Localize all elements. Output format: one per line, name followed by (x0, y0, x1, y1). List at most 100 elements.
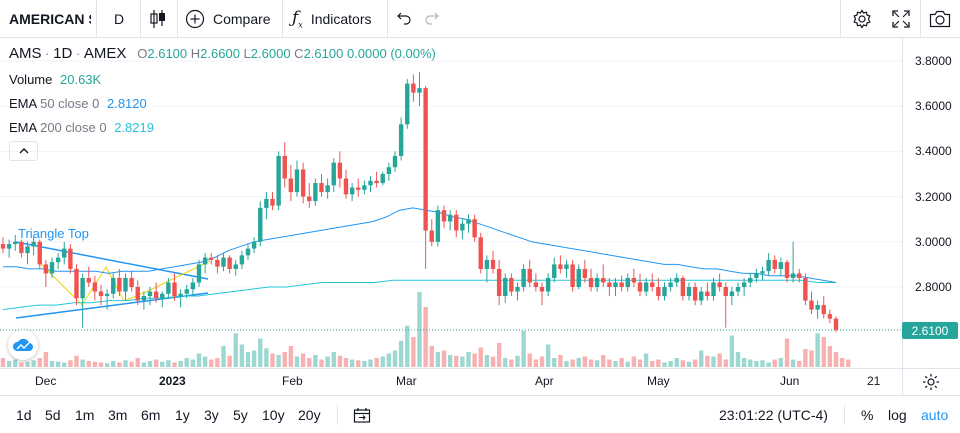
volume-bar (325, 356, 330, 367)
volume-bar (423, 307, 428, 367)
range-5y[interactable]: 5y (233, 407, 248, 423)
volume-bar (490, 356, 496, 367)
toolbar-divider (844, 405, 845, 425)
candle-body (809, 300, 814, 310)
range-3y[interactable]: 3y (204, 407, 219, 423)
gear-icon[interactable] (922, 373, 940, 396)
indicators-button[interactable]: ƒx Indicators (292, 8, 372, 30)
time-label: May (647, 374, 670, 388)
range-5d[interactable]: 5d (45, 407, 61, 423)
compare-button[interactable]: Compare (185, 9, 271, 29)
legend-resolution: 1D (53, 45, 73, 62)
volume-bar (723, 359, 728, 367)
volume-bar (196, 353, 202, 367)
date-range-icon[interactable] (353, 407, 371, 428)
volume-bar (319, 359, 324, 367)
candle-body (582, 268, 588, 278)
legend-volume[interactable]: Volume 20.63K (9, 72, 101, 87)
volume-bar (92, 361, 98, 367)
volume-bar (729, 335, 735, 367)
volume-bar (405, 325, 410, 367)
ema200-params: 200 close 0 (40, 120, 107, 135)
candle-body (650, 282, 655, 287)
volume-bar (515, 355, 520, 367)
cloud-logo-icon[interactable] (8, 330, 38, 360)
volume-bar (815, 333, 820, 367)
redo-icon[interactable] (424, 10, 440, 31)
volume-bar (790, 359, 796, 367)
legend-collapse-button[interactable] (9, 141, 38, 161)
candle-body (748, 277, 753, 283)
volume-bar (539, 356, 545, 367)
chevron-up-icon (19, 148, 28, 154)
range-1y[interactable]: 1y (175, 407, 190, 423)
toolbar-divider (140, 0, 141, 38)
candle-body (153, 291, 159, 299)
volume-bar (699, 350, 704, 367)
candle-body (111, 277, 116, 294)
candle-body (43, 264, 49, 274)
triangle-lower-trendline (15, 292, 209, 319)
volume-bar (839, 358, 845, 367)
candle-body (49, 262, 55, 274)
change-value: 0.0000 (0.00%) (346, 46, 436, 61)
candle-body (300, 169, 306, 197)
symbol-search[interactable]: AMERICAN SHARED HOSPITAL SERVICES (9, 11, 91, 27)
volume-bar (778, 358, 784, 367)
candle-body (221, 257, 226, 267)
range-20y[interactable]: 20y (298, 407, 321, 423)
interval-button[interactable]: D (114, 11, 125, 27)
price-chart[interactable] (0, 39, 902, 368)
time-label: Feb (282, 374, 303, 388)
candle-body (576, 268, 581, 287)
candle-body (637, 282, 643, 292)
volume-bar (288, 346, 294, 367)
fullscreen-icon[interactable] (892, 10, 910, 33)
volume-bar (797, 361, 802, 367)
fx-icon: ƒx (292, 8, 303, 30)
plus-circle-icon (185, 9, 205, 29)
time-axis[interactable]: Dec 2023 Feb Mar Apr May Jun 21 (0, 368, 960, 396)
settings-icon[interactable] (852, 9, 872, 34)
legend-ema200[interactable]: EMA 200 close 0 2.8219 (9, 120, 154, 135)
candles-icon[interactable] (149, 9, 167, 29)
legend-ticker[interactable]: AMS (9, 45, 42, 62)
camera-icon[interactable] (929, 10, 951, 33)
volume-bar (153, 359, 159, 367)
compare-label: Compare (213, 11, 271, 27)
range-1m[interactable]: 1m (75, 407, 95, 423)
candle-body (509, 277, 514, 292)
candle-body (766, 259, 771, 272)
range-1d[interactable]: 1d (16, 407, 32, 423)
auto-toggle[interactable]: auto (921, 407, 949, 423)
volume-bar (429, 346, 434, 367)
range-10y[interactable]: 10y (262, 407, 285, 423)
toolbar-divider (337, 405, 338, 425)
candle-body (656, 287, 661, 297)
undo-icon[interactable] (396, 10, 412, 31)
time-label: Jun (780, 374, 800, 388)
volume-bar (766, 362, 771, 367)
candle-body (178, 293, 183, 297)
volume-bar (251, 350, 257, 367)
price-scale[interactable]: 3.8000 3.6000 3.4000 3.2000 3.0000 2.800… (902, 38, 960, 368)
candle-body (680, 277, 686, 297)
range-6m[interactable]: 6m (141, 407, 161, 423)
candle-body (0, 244, 6, 249)
range-3m[interactable]: 3m (108, 407, 128, 423)
time-label: Dec (35, 374, 57, 388)
candle-body (147, 291, 153, 297)
candle-body (570, 264, 575, 287)
candle-body (423, 88, 428, 231)
volume-bar (594, 360, 600, 367)
candle-body (478, 237, 483, 269)
axis-divider (902, 369, 903, 395)
pattern-label[interactable]: Triangle Top (18, 226, 89, 241)
candle-body (735, 287, 741, 292)
candle-body (521, 268, 526, 287)
legend-ema50[interactable]: EMA 50 close 0 2.8120 (9, 96, 147, 111)
clock-timezone[interactable]: 23:01:22 (UTC-4) (719, 407, 828, 423)
close-label: C (294, 46, 304, 61)
percent-toggle[interactable]: % (861, 407, 874, 423)
log-toggle[interactable]: log (888, 407, 907, 423)
